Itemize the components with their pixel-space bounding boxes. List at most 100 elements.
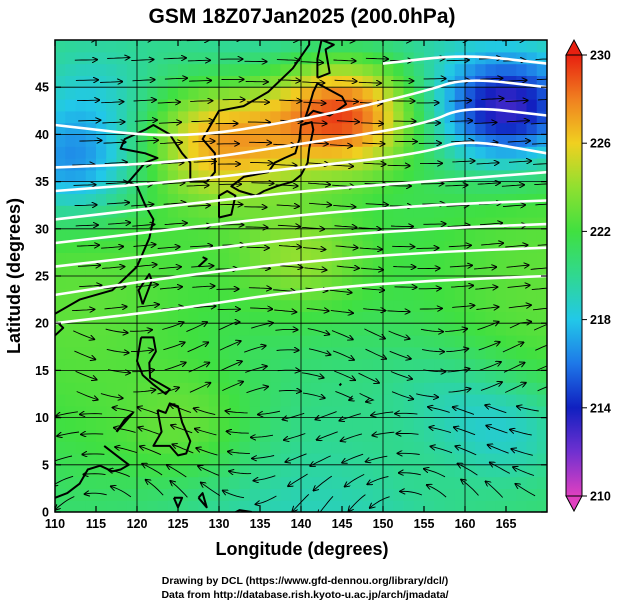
temperature-cell [280, 252, 292, 265]
temperature-cell [219, 358, 230, 371]
streamline [448, 245, 471, 246]
temperature-cell [219, 40, 230, 53]
temperature-cell [516, 405, 528, 419]
temperature-cell [96, 429, 107, 442]
temperature-cell [485, 500, 497, 512]
temperature-cell [331, 405, 343, 419]
temperature-cell [126, 500, 138, 512]
temperature-cell [516, 252, 528, 265]
temperature-cell [106, 370, 118, 383]
temperature-cell [280, 335, 292, 348]
chart-title: GSM 18Z07Jan2025 (200.0hPa) [148, 5, 455, 28]
temperature-cell [55, 99, 66, 112]
coastline [197, 492, 208, 509]
temperature-cell [506, 370, 517, 383]
temperature-cell [372, 205, 384, 218]
temperature-cell [96, 370, 107, 383]
streamline [449, 265, 472, 267]
temperature-cell [403, 87, 415, 100]
streamline [364, 328, 385, 339]
temperature-cell [229, 276, 241, 289]
temperature-cell [383, 358, 394, 371]
streamline [55, 496, 75, 510]
temperature-cell [424, 193, 435, 206]
temperature-cell [229, 228, 241, 242]
temperature-cell [311, 382, 323, 395]
temperature-cell [147, 193, 159, 206]
temperature-cell [475, 346, 487, 360]
temperature-cell [167, 205, 179, 218]
temperature-cell [362, 382, 374, 395]
temperature-cell [126, 394, 138, 407]
streamline [517, 406, 539, 412]
temperature-cell [495, 382, 507, 395]
temperature-cell [157, 394, 169, 407]
streamline [532, 307, 547, 311]
temperature-cell [465, 417, 476, 430]
temperature-cell [526, 453, 538, 466]
temperature-cell [485, 264, 497, 277]
temperature-cell [219, 51, 230, 65]
streamline [105, 182, 128, 183]
temperature-cell [342, 311, 353, 324]
temperature-cell [454, 51, 466, 65]
temperature-cell [280, 181, 292, 194]
temperature-cell [403, 323, 415, 336]
temperature-cell [465, 205, 476, 218]
temperature-cell [342, 134, 353, 147]
streamline [360, 268, 383, 270]
temperature-cell [116, 394, 128, 407]
streamline [191, 266, 213, 267]
streamline [391, 391, 413, 399]
temperature-cell [55, 240, 66, 253]
temperature-cell [55, 169, 66, 183]
temperature-cell [301, 287, 312, 301]
temperature-cell [352, 405, 364, 419]
temperature-cell [506, 110, 517, 124]
streamline [486, 426, 508, 434]
temperature-cell [167, 417, 179, 430]
streamline [55, 475, 74, 485]
temperature-cell [126, 51, 138, 65]
x-tick-label: 145 [332, 517, 353, 531]
streamline [333, 60, 356, 61]
temperature-cell [536, 205, 547, 218]
temperature-cell [506, 299, 517, 312]
temperature-cell [65, 51, 77, 65]
temperature-cell [270, 193, 282, 206]
temperature-cell [188, 441, 200, 454]
temperature-cell [208, 323, 220, 336]
temperature-cell [178, 335, 189, 348]
temperature-cell [526, 417, 538, 430]
temperature-cell [137, 240, 148, 253]
temperature-cell [495, 205, 507, 218]
temperature-cell [311, 464, 323, 478]
temperature-cell [516, 370, 528, 383]
temperature-cell [372, 75, 384, 88]
temperature-cell [301, 464, 312, 478]
temperature-cell [403, 453, 415, 466]
temperature-cell [321, 323, 333, 336]
temperature-cell [321, 63, 333, 76]
temperature-cell [444, 429, 456, 442]
temperature-cell [280, 299, 292, 312]
temperature-cell [352, 323, 364, 336]
temperature-cell [280, 441, 292, 454]
temperature-cell [147, 110, 159, 124]
temperature-cell [85, 276, 97, 289]
temperature-cell [424, 500, 435, 512]
streamline [427, 485, 447, 498]
temperature-cell [536, 181, 547, 194]
temperature-cell [454, 500, 466, 512]
coastline [136, 336, 171, 395]
temperature-cell [495, 335, 507, 348]
streamline [157, 102, 180, 103]
temperature-cell [495, 394, 507, 407]
temperature-cell [126, 417, 138, 430]
temperature-cell [208, 228, 220, 242]
temperature-cell [495, 99, 507, 112]
temperature-cell [311, 417, 323, 430]
temperature-cell [454, 405, 466, 419]
y-tick-label: 0 [42, 506, 49, 520]
streamline [163, 203, 186, 205]
